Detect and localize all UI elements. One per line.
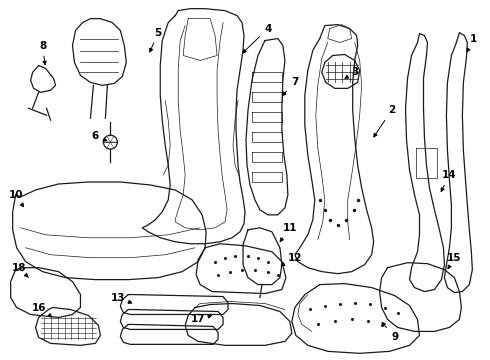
Text: 7: 7 [283,77,298,95]
Text: 18: 18 [11,263,28,278]
Text: 15: 15 [447,253,462,269]
Text: 17: 17 [191,314,212,324]
Text: 1: 1 [467,33,477,52]
Text: 2: 2 [374,105,395,137]
Text: 6: 6 [92,131,107,141]
Text: 9: 9 [382,323,398,342]
Text: 10: 10 [8,190,24,207]
Text: 11: 11 [280,223,297,242]
Text: 4: 4 [243,24,271,53]
Text: 3: 3 [345,67,358,78]
Text: 8: 8 [39,41,46,64]
Text: 14: 14 [441,170,457,192]
Text: 12: 12 [281,253,302,266]
Text: 5: 5 [149,28,162,52]
Text: 13: 13 [111,293,132,303]
Text: 16: 16 [31,302,51,317]
